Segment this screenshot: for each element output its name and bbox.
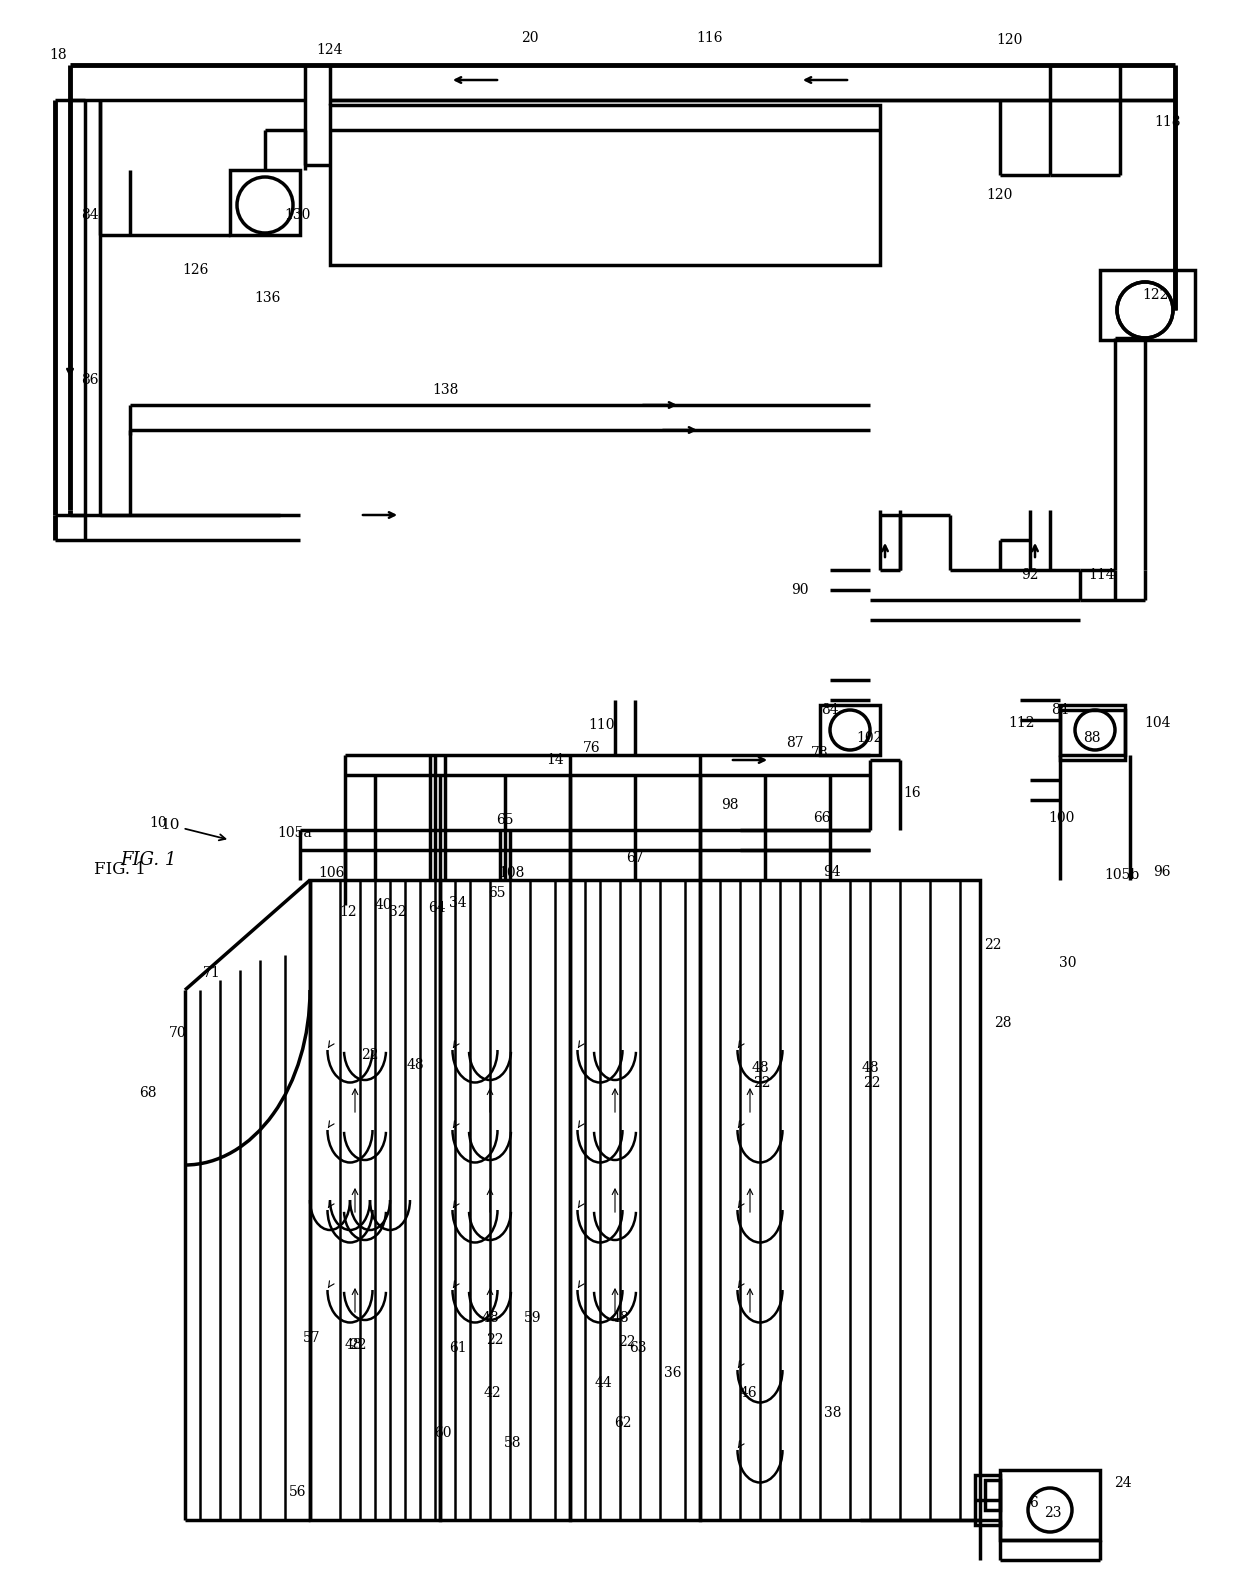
Text: 20: 20 [521,32,538,44]
Text: 122: 122 [1142,288,1168,302]
Text: 108: 108 [498,866,526,880]
Text: 88: 88 [1084,731,1101,745]
Text: 36: 36 [665,1367,682,1379]
Text: 18: 18 [50,48,67,62]
Text: 12: 12 [340,906,357,918]
Text: 65: 65 [489,887,506,899]
Text: FIG. 1: FIG. 1 [94,861,146,879]
Text: 10: 10 [149,817,167,829]
Text: 48: 48 [345,1338,362,1352]
Text: 48: 48 [611,1311,629,1325]
Text: 92: 92 [1022,567,1039,582]
Text: 22: 22 [361,1049,378,1061]
Text: 56: 56 [289,1486,306,1498]
Text: 38: 38 [825,1406,842,1421]
Text: 84: 84 [821,702,838,717]
Bar [975,1475,999,1525]
Text: 67: 67 [626,852,644,864]
Text: 58: 58 [505,1436,522,1451]
Text: 100: 100 [1049,810,1075,825]
Text: 48: 48 [407,1058,424,1073]
Bar [1060,706,1125,755]
Text: 61: 61 [449,1341,466,1355]
Text: 98: 98 [722,798,739,812]
Text: 22: 22 [486,1333,503,1347]
Text: 48: 48 [481,1311,498,1325]
Bar [701,880,980,1521]
Text: 105b: 105b [1105,868,1140,882]
Bar [330,105,880,265]
Text: 136: 136 [254,291,281,305]
Text: 84: 84 [81,208,99,222]
Text: 22: 22 [753,1076,771,1090]
Text: 24: 24 [1115,1476,1132,1490]
Text: 130: 130 [285,208,311,222]
Text: 64: 64 [428,901,446,915]
Text: 104: 104 [1145,717,1172,729]
Text: 63: 63 [629,1341,647,1355]
Text: 87: 87 [786,736,804,750]
Text: 23: 23 [1044,1506,1061,1521]
Text: 10: 10 [160,818,226,841]
Text: 6: 6 [1029,1495,1038,1510]
Text: 59: 59 [525,1311,542,1325]
Bar [229,170,300,235]
Text: 22: 22 [985,938,1002,952]
Text: 138: 138 [432,383,459,397]
Text: 90: 90 [791,583,808,597]
Bar [999,1470,1100,1540]
Text: 102: 102 [857,731,883,745]
Text: FIG. 1: FIG. 1 [120,852,176,869]
Bar [820,706,880,755]
Text: 68: 68 [139,1085,156,1100]
Text: 112: 112 [1009,717,1035,729]
Text: 110: 110 [589,718,615,733]
Text: 28: 28 [994,1015,1012,1030]
Text: 116: 116 [697,32,723,44]
Text: 60: 60 [434,1425,451,1440]
Text: 70: 70 [169,1026,187,1039]
Text: 16: 16 [903,787,921,799]
Bar [310,880,440,1521]
Text: 126: 126 [182,264,208,276]
Text: 62: 62 [614,1416,631,1430]
Text: 86: 86 [82,373,99,388]
Text: 34: 34 [449,896,466,910]
Text: 76: 76 [583,740,601,755]
Text: 32: 32 [389,906,407,918]
Text: 84: 84 [1052,702,1069,717]
Text: 120: 120 [987,188,1013,202]
Text: 57: 57 [304,1332,321,1344]
Text: 66: 66 [813,810,831,825]
Text: 124: 124 [316,43,343,57]
Bar [985,1479,999,1510]
Bar [570,880,701,1521]
Text: 78: 78 [811,745,828,760]
Text: 42: 42 [484,1386,501,1400]
Text: 22: 22 [350,1338,367,1352]
Text: 118: 118 [1154,114,1182,129]
Text: 71: 71 [203,966,221,980]
Text: 94: 94 [823,864,841,879]
Bar [440,880,570,1521]
Bar [1060,710,1125,760]
Text: 40: 40 [374,898,392,912]
Text: 106: 106 [319,866,345,880]
Text: 44: 44 [594,1376,611,1390]
Text: 114: 114 [1089,567,1115,582]
Text: 105a: 105a [278,826,312,841]
Bar [1100,270,1195,340]
Text: 65: 65 [496,814,513,826]
Text: 48: 48 [862,1061,879,1076]
Text: 96: 96 [1153,864,1171,879]
Text: 30: 30 [1059,957,1076,969]
Text: 120: 120 [997,33,1023,48]
Text: 48: 48 [751,1061,769,1076]
Text: 22: 22 [863,1076,880,1090]
Text: 14: 14 [546,753,564,767]
Text: 22: 22 [619,1335,636,1349]
Text: 46: 46 [739,1386,756,1400]
